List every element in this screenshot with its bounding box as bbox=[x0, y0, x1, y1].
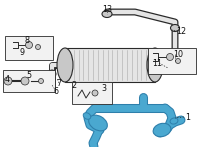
Ellipse shape bbox=[102, 10, 112, 17]
Circle shape bbox=[26, 41, 33, 49]
Ellipse shape bbox=[83, 113, 91, 119]
Circle shape bbox=[166, 54, 174, 61]
Text: 3: 3 bbox=[102, 83, 107, 92]
Circle shape bbox=[92, 90, 98, 96]
Ellipse shape bbox=[89, 115, 107, 131]
Text: 12: 12 bbox=[176, 26, 186, 35]
Circle shape bbox=[21, 77, 29, 85]
Bar bbox=[72, 82, 112, 104]
Text: 11: 11 bbox=[152, 59, 162, 67]
Text: 1: 1 bbox=[186, 112, 190, 122]
Text: 9: 9 bbox=[19, 47, 25, 56]
Ellipse shape bbox=[153, 123, 171, 137]
Circle shape bbox=[4, 77, 12, 85]
Ellipse shape bbox=[57, 48, 73, 82]
Bar bbox=[3, 70, 55, 92]
Text: 13: 13 bbox=[102, 5, 112, 14]
Text: 2: 2 bbox=[71, 81, 77, 90]
Circle shape bbox=[39, 78, 44, 83]
Text: 7: 7 bbox=[56, 78, 62, 87]
Bar bbox=[5, 36, 53, 60]
Text: 5: 5 bbox=[26, 71, 32, 80]
Text: 4: 4 bbox=[5, 75, 10, 83]
Ellipse shape bbox=[170, 118, 178, 124]
Circle shape bbox=[36, 45, 41, 50]
Text: 6: 6 bbox=[54, 86, 59, 96]
Text: 10: 10 bbox=[173, 50, 183, 59]
Text: 8: 8 bbox=[25, 35, 30, 45]
Bar bbox=[65, 48, 155, 82]
Ellipse shape bbox=[48, 70, 56, 78]
Circle shape bbox=[176, 59, 180, 64]
Ellipse shape bbox=[170, 25, 180, 31]
Bar bbox=[148, 48, 196, 74]
Ellipse shape bbox=[147, 48, 163, 82]
